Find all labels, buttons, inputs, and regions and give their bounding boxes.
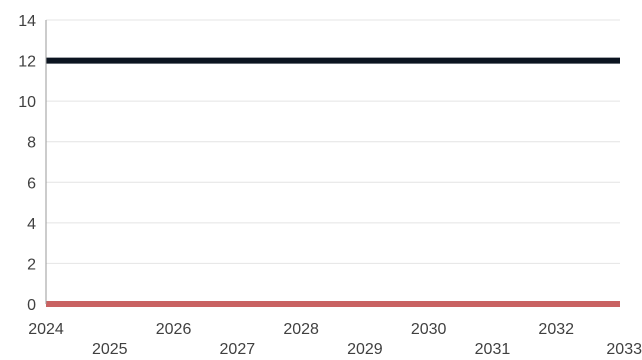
x-tick-label-2026: 2026 [156,321,192,338]
y-tick-label-6: 6 [27,175,36,192]
y-axis-ticks: 0 2 4 6 8 10 12 14 [18,13,36,314]
y-tick-label-8: 8 [27,135,36,152]
y-tick-label-12: 12 [18,54,36,71]
y-tick-label-2: 2 [27,256,36,273]
x-tick-label-2029: 2029 [347,341,383,358]
x-tick-label-2027: 2027 [220,341,256,358]
x-tick-label-2033: 2033 [606,341,642,358]
y-tick-label-0: 0 [27,297,36,314]
x-axis-ticks: 2024 2025 2026 2027 2028 2029 2030 2031 2032 2033 [28,321,642,358]
y-tick-label-10: 10 [18,94,36,111]
y-tick-label-4: 4 [27,216,36,233]
x-tick-label-2028: 2028 [283,321,319,338]
x-tick-label-2024: 2024 [28,321,64,338]
x-tick-label-2032: 2032 [538,321,574,338]
series-layer [46,57,620,307]
x-tick-label-2031: 2031 [475,341,511,358]
x-tick-label-2025: 2025 [92,341,128,358]
x-tick-label-2030: 2030 [411,321,447,338]
y-tick-label-14: 14 [18,13,36,30]
